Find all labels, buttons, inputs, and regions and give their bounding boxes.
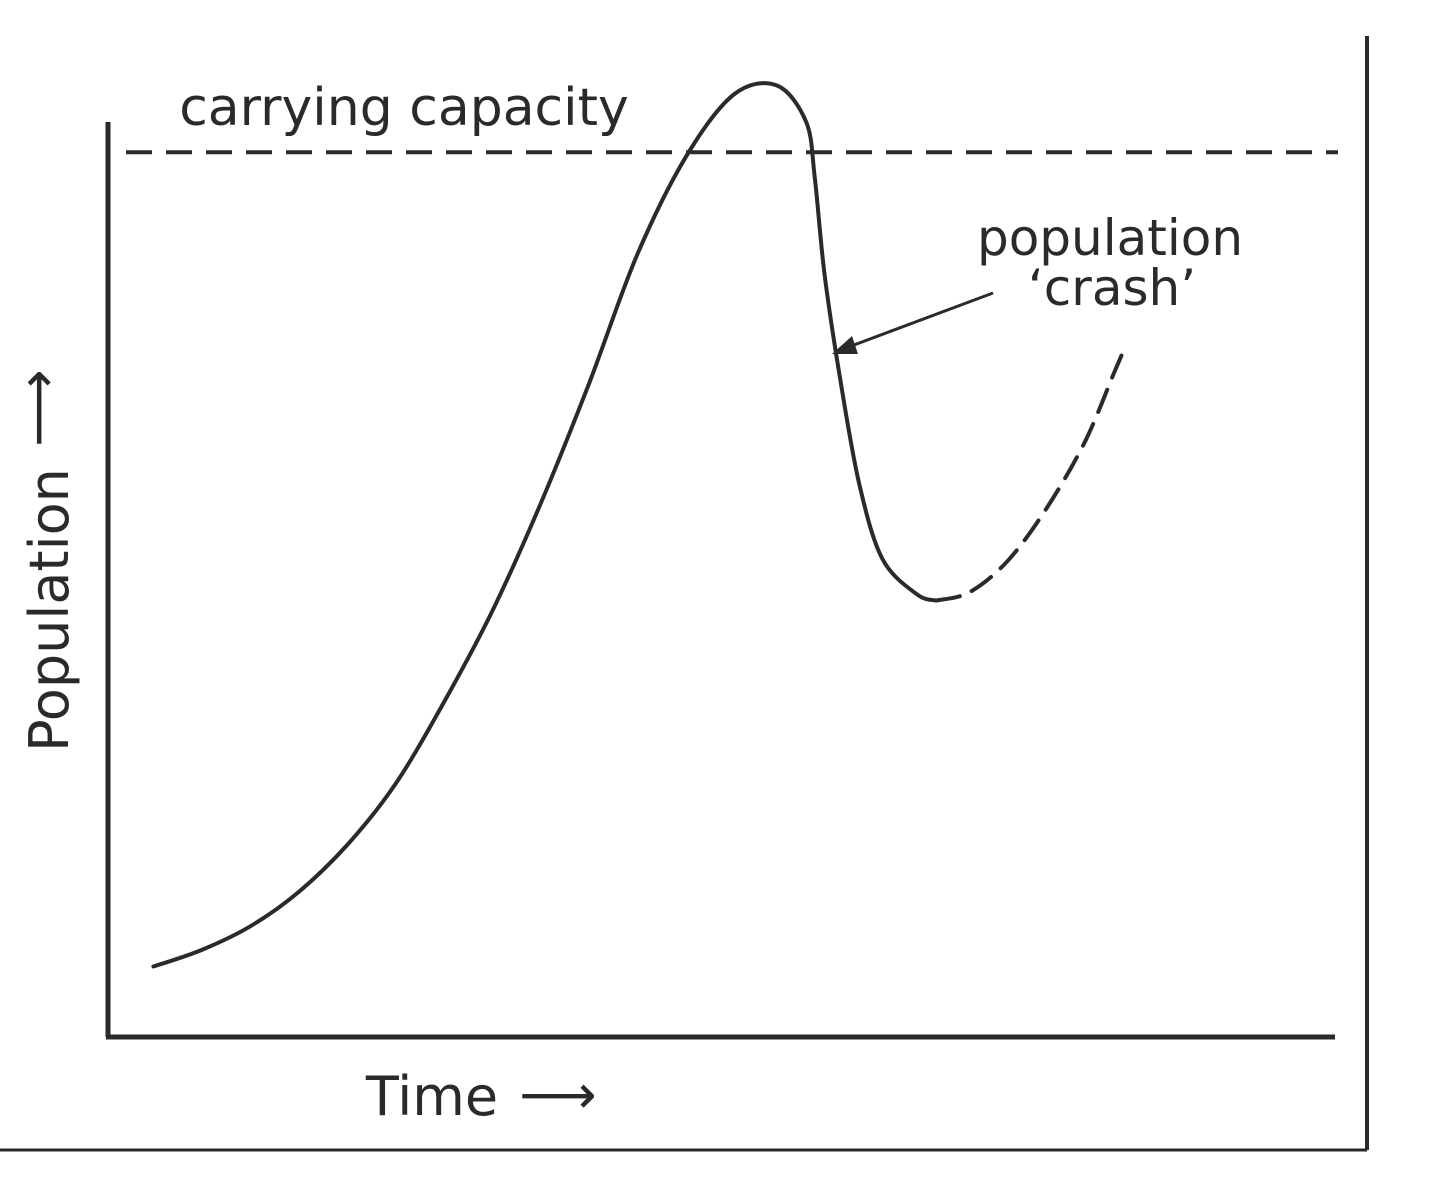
figure-frame — [0, 36, 1369, 1152]
x-axis-arrow: ⟶ — [519, 1063, 596, 1126]
x-axis-label: Time — [365, 1065, 498, 1128]
crash-annotation-arrow-line — [845, 291, 994, 350]
population-recovery-curve — [934, 350, 1125, 603]
y-axis-arrow: ⟶ — [6, 369, 69, 446]
carrying-capacity-label: carrying capacity — [179, 78, 629, 138]
axes — [105, 122, 1335, 1040]
crash-annotation-line-1: population — [977, 209, 1243, 267]
crash-annotation-arrowhead — [832, 336, 858, 354]
y-axis-label: Population — [18, 468, 81, 752]
crash-annotation-line-2: ‘crash’ — [1028, 259, 1196, 317]
crash-annotation: population ‘crash’ — [832, 209, 1243, 354]
population-growth-curve — [151, 81, 939, 969]
